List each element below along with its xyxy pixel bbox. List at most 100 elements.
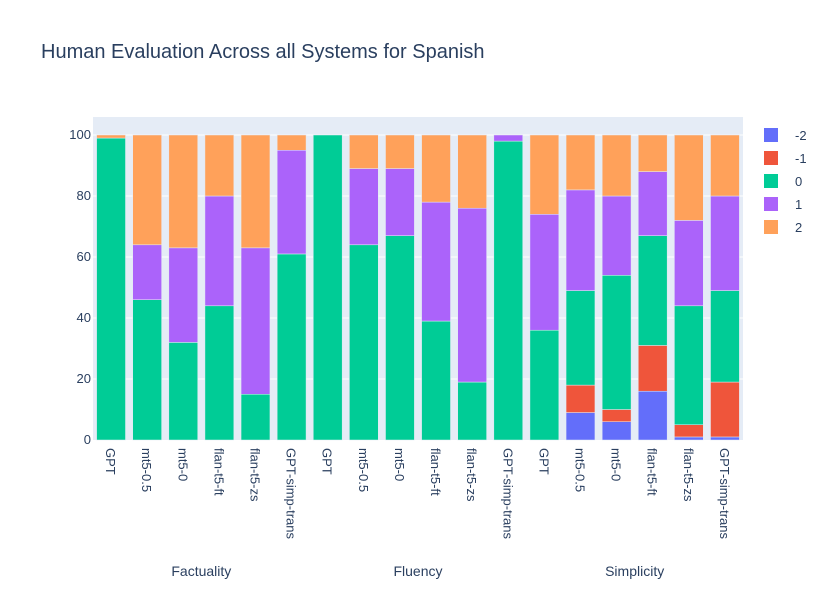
bar-segment[interactable] [565,384,596,413]
bar-segment[interactable] [674,134,704,221]
bar-segment[interactable] [132,299,162,441]
bar-segment[interactable] [565,412,596,441]
bar-segment[interactable] [601,275,632,410]
bar-segment[interactable] [240,134,271,249]
legend-label[interactable]: 2 [795,220,802,235]
bar-segment[interactable] [457,134,487,209]
x-tick-label: GPT-simp-trans [500,448,515,540]
bar-segment[interactable] [457,381,487,441]
bar-segment[interactable] [168,247,198,343]
bar-segment[interactable] [421,134,451,203]
x-tick-label: GPT-simp-trans [717,448,732,540]
x-tick-label: flan-t5-zs [248,448,263,502]
x-tick-label: mt5-0.5 [139,448,154,492]
bar-segment[interactable] [529,134,560,215]
bar-segment[interactable] [601,134,632,197]
bar-segment[interactable] [674,424,704,438]
chart-title: Human Evaluation Across all Systems for … [41,41,485,63]
y-tick-label: 40 [77,310,91,325]
bar-segment[interactable] [168,342,198,441]
bar-segment[interactable] [204,134,235,197]
x-tick-label: mt5-0.5 [573,448,588,492]
bars [96,134,740,441]
y-axis-ticks: 0 20 40 60 80 100 [69,127,91,447]
bar-segment[interactable] [240,247,271,395]
legend-swatch[interactable] [764,220,778,234]
x-tick-label: mt5-0 [175,448,190,481]
bar-segment[interactable] [349,134,379,169]
bar-segment[interactable] [421,201,451,322]
group-label: Factuality [171,563,231,579]
legend-swatch[interactable] [764,128,778,142]
bar-segment[interactable] [96,137,126,441]
bar-segment[interactable] [710,436,740,441]
bar-segment[interactable] [674,436,704,441]
x-tick-label: flan-t5-zs [681,448,696,502]
group-labels: Factuality Fluency Simplicity [171,563,664,579]
bar-segment[interactable] [313,134,343,441]
bar-segment[interactable] [421,320,451,441]
bar-segment[interactable] [349,168,379,246]
bar-segment[interactable] [674,305,704,425]
bar-segment[interactable] [132,244,162,300]
legend[interactable]: -2 -1 0 1 2 [764,128,807,235]
bar-segment[interactable] [710,134,740,197]
bar-segment[interactable] [529,329,560,441]
bar-segment[interactable] [565,290,596,386]
bar-segment[interactable] [529,214,560,331]
legend-label[interactable]: -1 [795,151,807,166]
bar-segment[interactable] [638,134,668,172]
x-tick-label: GPT-simp-trans [284,448,299,540]
bar-segment[interactable] [674,220,704,307]
legend-swatch[interactable] [764,197,778,211]
bar-segment[interactable] [565,134,596,191]
bar-segment[interactable] [168,134,198,249]
y-tick-label: 0 [84,432,91,447]
bar-segment[interactable] [638,235,668,346]
bar-segment[interactable] [349,244,379,441]
bar-segment[interactable] [276,134,307,151]
x-tick-label: flan-t5-ft [428,448,443,496]
bar-segment[interactable] [276,150,307,255]
bar-segment[interactable] [638,171,668,236]
legend-swatch[interactable] [764,151,778,165]
legend-swatch[interactable] [764,174,778,188]
bar-segment[interactable] [240,394,271,441]
y-tick-label: 60 [77,249,91,264]
bar-segment[interactable] [601,195,632,276]
bar-segment[interactable] [710,381,740,438]
bar-segment[interactable] [385,168,415,236]
bar-segment[interactable] [96,134,126,139]
bar-segment[interactable] [204,305,235,441]
bar-segment[interactable] [638,390,668,441]
y-tick-label: 80 [77,188,91,203]
x-tick-label: mt5-0 [609,448,624,481]
legend-label[interactable]: 0 [795,174,802,189]
x-tick-label: mt5-0.5 [356,448,371,492]
bar-segment[interactable] [276,253,307,441]
x-tick-label: flan-t5-zs [464,448,479,502]
y-tick-label: 20 [77,371,91,386]
bar-segment[interactable] [204,195,235,307]
bar-segment[interactable] [638,345,668,392]
group-label: Simplicity [605,563,664,579]
x-tick-label: mt5-0 [392,448,407,481]
bar-segment[interactable] [493,134,523,142]
bar-segment[interactable] [385,235,415,441]
bar-segment[interactable] [457,207,487,383]
legend-label[interactable]: 1 [795,197,802,212]
bar-segment[interactable] [601,409,632,422]
gridlines [93,134,743,380]
x-tick-label: flan-t5-ft [645,448,660,496]
bar-segment[interactable] [385,134,415,169]
bar-segment[interactable] [132,134,162,246]
bar-segment[interactable] [710,195,740,291]
x-tick-label: flan-t5-ft [211,448,226,496]
bar-segment[interactable] [710,290,740,383]
bar-segment[interactable] [493,140,523,441]
legend-label[interactable]: -2 [795,128,807,143]
bar-segment[interactable] [565,189,596,291]
bar-segment[interactable] [601,421,632,441]
plot-area [93,117,743,440]
